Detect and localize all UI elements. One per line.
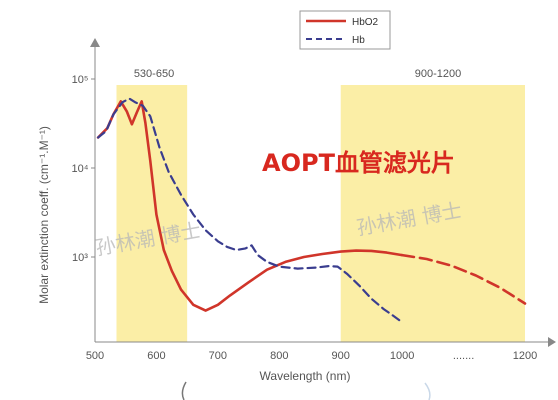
legend-label-hbo2: HbO2 <box>352 17 379 28</box>
y-axis-arrow <box>90 38 100 47</box>
x-tick-label: 900 <box>332 350 350 362</box>
y-tick-label: 10³ <box>72 252 88 264</box>
x-tick-label: 500 <box>86 350 104 362</box>
series-line-hbo2-solid <box>96 100 404 312</box>
y-axis-label: Molar extinction coeff. (cm⁻¹.M⁻¹) <box>37 126 51 304</box>
series-line-hbo2-dashed <box>400 253 527 305</box>
annotation-text: AOPT血管滤光片 <box>262 149 455 177</box>
x-axis-arrow <box>548 337 556 347</box>
legend-label-hb: Hb <box>352 35 365 46</box>
x-tick-label: 800 <box>270 350 288 362</box>
y-tick-label: 10⁴ <box>72 163 89 175</box>
x-tick-label: 1000 <box>390 350 414 362</box>
x-axis-label: Wavelength (nm) <box>260 369 351 383</box>
band-label-530-650: 530-650 <box>134 68 174 80</box>
x-tick-label: 600 <box>147 350 165 362</box>
series-line-hb-dashed <box>97 97 404 324</box>
decorative-bracket-right <box>424 382 431 400</box>
x-tick-label: ....... <box>453 350 474 362</box>
highlight-bands <box>116 85 525 342</box>
decorative-bracket <box>181 381 187 400</box>
legend: HbO2 Hb <box>299 10 391 50</box>
highlight-band-0 <box>116 85 188 342</box>
x-ticks: 500 600 700 800 900 1000....... 1200 <box>86 350 537 362</box>
x-tick-label: 700 <box>209 350 227 362</box>
y-tick-label: 10⁵ <box>72 74 89 86</box>
band-label-900-1200: 900-1200 <box>415 68 462 80</box>
legend-box <box>299 10 391 50</box>
series-layer <box>96 97 527 324</box>
y-ticks: 10⁵ 10⁴ 10³ <box>72 74 95 264</box>
x-tick-label: 1200 <box>513 350 537 362</box>
